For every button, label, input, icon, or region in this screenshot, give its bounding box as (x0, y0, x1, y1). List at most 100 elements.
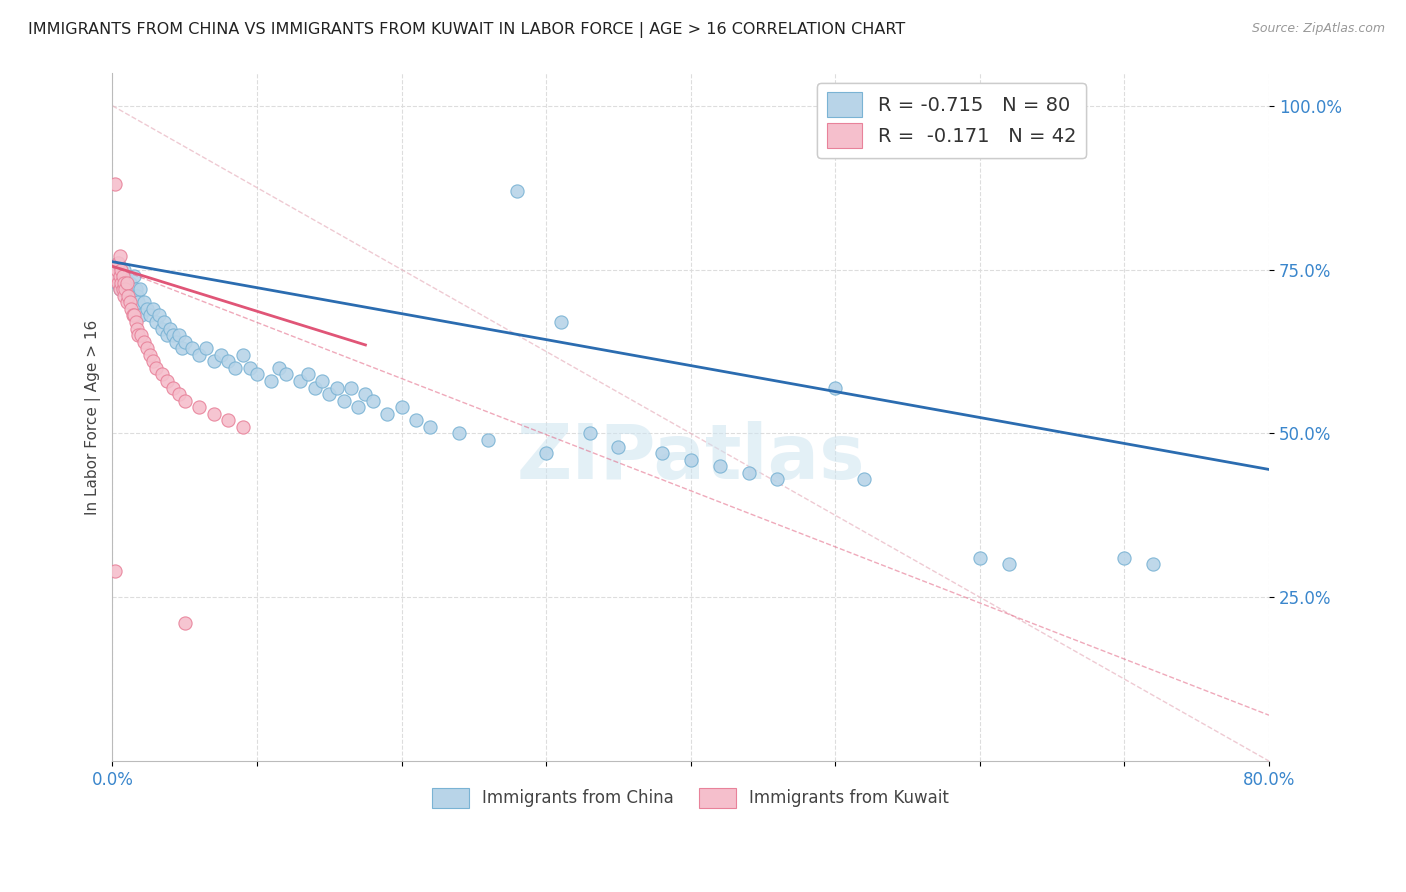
Point (114, 282, 136, 296)
Y-axis label: In Labor Force | Age > 16: In Labor Force | Age > 16 (86, 319, 101, 515)
Point (419, 420, 441, 434)
Point (1142, 558, 1164, 572)
Point (156, 374, 179, 388)
Point (104, 269, 127, 284)
Point (131, 328, 153, 343)
Point (651, 446, 673, 460)
Point (340, 380, 363, 394)
Point (104, 269, 127, 284)
Point (167, 387, 190, 401)
Point (108, 269, 131, 284)
Point (165, 334, 187, 349)
Point (405, 413, 427, 427)
Point (361, 393, 384, 408)
Point (188, 401, 211, 415)
Legend: Immigrants from China, Immigrants from Kuwait: Immigrants from China, Immigrants from K… (426, 781, 956, 814)
Point (142, 354, 165, 368)
Point (311, 374, 333, 388)
Point (134, 295, 156, 310)
Point (108, 282, 131, 296)
Point (246, 368, 269, 382)
Point (159, 321, 181, 335)
Point (375, 407, 398, 421)
Point (304, 380, 326, 394)
Point (607, 440, 630, 454)
Point (354, 387, 377, 401)
Point (195, 341, 218, 355)
Point (969, 550, 991, 565)
Point (117, 289, 139, 303)
Point (121, 309, 143, 323)
Point (104, 178, 127, 192)
Point (111, 269, 134, 284)
Point (318, 387, 340, 401)
Point (115, 276, 138, 290)
Point (111, 282, 134, 296)
Point (150, 321, 173, 335)
Point (127, 328, 149, 343)
Point (260, 374, 283, 388)
Point (217, 354, 239, 368)
Point (162, 328, 184, 343)
Point (173, 334, 195, 349)
Point (170, 341, 193, 355)
Point (202, 407, 225, 421)
Point (120, 301, 142, 316)
Point (107, 256, 129, 270)
Point (231, 348, 253, 362)
Point (105, 262, 128, 277)
Point (112, 262, 135, 277)
Point (111, 276, 134, 290)
Point (150, 368, 173, 382)
Point (104, 564, 127, 578)
Point (391, 401, 413, 415)
Point (824, 380, 846, 394)
Point (274, 368, 297, 382)
Point (110, 269, 132, 284)
Point (173, 616, 195, 631)
Point (136, 341, 159, 355)
Point (224, 360, 246, 375)
Point (449, 426, 471, 441)
Point (217, 413, 239, 427)
Point (110, 262, 132, 277)
Point (125, 321, 148, 335)
Point (107, 276, 129, 290)
Point (112, 289, 135, 303)
Point (173, 393, 195, 408)
Point (117, 282, 139, 296)
Point (167, 328, 190, 343)
Point (128, 282, 150, 296)
Point (297, 368, 319, 382)
Text: IMMIGRANTS FROM CHINA VS IMMIGRANTS FROM KUWAIT IN LABOR FORCE | AGE > 16 CORREL: IMMIGRANTS FROM CHINA VS IMMIGRANTS FROM… (28, 22, 905, 38)
Point (134, 334, 156, 349)
Point (131, 309, 153, 323)
Point (148, 309, 170, 323)
Point (506, 184, 529, 198)
Point (136, 301, 159, 316)
Point (112, 276, 135, 290)
Point (998, 558, 1021, 572)
Point (332, 393, 354, 408)
Point (679, 452, 702, 467)
Point (114, 269, 136, 284)
Point (1114, 550, 1136, 565)
Point (110, 276, 132, 290)
Point (107, 256, 129, 270)
Point (231, 420, 253, 434)
Point (202, 354, 225, 368)
Point (139, 309, 162, 323)
Point (853, 472, 876, 486)
Point (118, 295, 141, 310)
Point (142, 301, 165, 316)
Point (125, 289, 148, 303)
Point (153, 315, 176, 329)
Point (122, 269, 145, 284)
Point (709, 459, 731, 474)
Text: Source: ZipAtlas.com: Source: ZipAtlas.com (1251, 22, 1385, 36)
Point (120, 282, 142, 296)
Point (766, 472, 789, 486)
Point (105, 276, 128, 290)
Point (145, 360, 167, 375)
Point (108, 250, 131, 264)
